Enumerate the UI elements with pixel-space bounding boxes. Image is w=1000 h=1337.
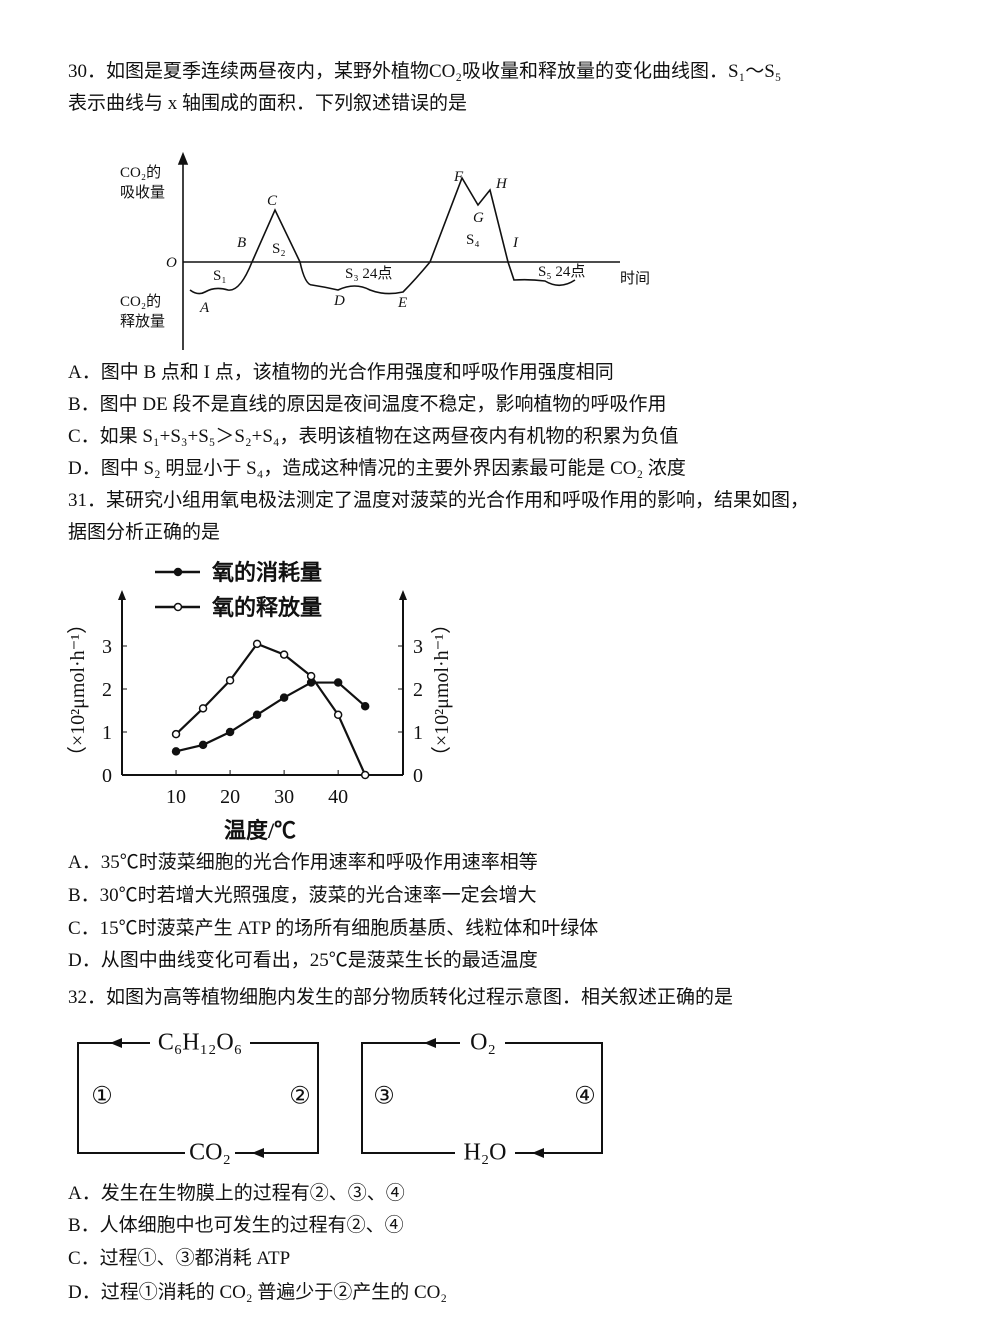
cycle-box: [361, 1042, 603, 1154]
data-point: [171, 729, 181, 739]
option: A．图中 B 点和 I 点，该植物的光合作用强度和呼吸作用强度相同: [68, 362, 614, 383]
option: B．30℃时若增大光照强度，菠菜的光合速率一定会增大: [68, 885, 537, 906]
question-stem: 据图分析正确的是: [68, 522, 221, 543]
option: C．15℃时菠菜产生 ATP 的场所有细胞质基质、线粒体和叶绿体: [68, 918, 599, 939]
area-label: S₄: [466, 232, 480, 248]
arrow: [252, 1148, 264, 1158]
conversion-diagram: C₆H₁₂O₆ CO₂ O₂ H₂O ① ② ③ ④: [77, 1030, 603, 1166]
data-point: [279, 650, 289, 659]
option: D．过程①消耗的 CO₂ 普遍少于②产生的 CO₂: [68, 1282, 448, 1303]
legend-marker: [173, 602, 183, 612]
data-point: [252, 710, 262, 720]
y-axis-label: （×10²μmol·h⁻¹）: [430, 614, 453, 766]
y-axis-label: （×10²μmol·h⁻¹）: [66, 614, 89, 766]
oxygen-chart: 0 0 1 1 2 2 3 3 10 20 30 40 温度/℃ （×10²μmol·h⁻¹） （×10²μ…: [66, 560, 453, 843]
y-tick-label: 2: [413, 679, 423, 701]
point-label: D: [333, 293, 345, 309]
substance: CO₂: [189, 1140, 231, 1166]
data-point: [171, 747, 181, 756]
legend-marker: [173, 567, 183, 577]
point-label: I: [512, 235, 519, 251]
arrow: [424, 1038, 436, 1048]
option: D．从图中曲线变化可看出，25℃是菠菜生长的最适温度: [68, 950, 538, 971]
point-label: H: [495, 176, 508, 192]
legend-label: 氧的释放量: [211, 595, 322, 620]
substance: C₆H₁₂O₆: [158, 1030, 242, 1056]
data-point: [198, 740, 208, 750]
point-label: G: [473, 210, 484, 226]
x-axis-label: 温度/℃: [224, 818, 296, 843]
data-point: [333, 710, 343, 720]
data-point: [252, 639, 262, 649]
data-point: [279, 693, 289, 702]
data-point: [360, 770, 370, 780]
question-stem: 表示曲线与 x 轴围成的面积．下列叙述错误的是: [68, 93, 468, 114]
process-label: ②: [289, 1084, 311, 1110]
x-tick-label: 20: [220, 786, 240, 808]
data-point: [333, 678, 343, 687]
option: B．图中 DE 段不是直线的原因是夜间温度不稳定，影响植物的呼吸作用: [68, 394, 667, 415]
origin-label: O: [166, 255, 177, 271]
data-point: [360, 701, 370, 711]
data-point: [306, 671, 316, 681]
y-tick-label: 3: [102, 636, 112, 658]
option: C．如果 S₁+S₃+S₅＞S₂+S₄，表明该植物在这两昼夜内有机物的积累为负值: [68, 426, 679, 447]
axis-label: CO₂的: [120, 293, 161, 310]
process-label: ④: [574, 1084, 596, 1110]
series-line: [175, 681, 366, 753]
axis-label: 吸收量: [120, 184, 165, 201]
data-point: [198, 704, 208, 713]
series-line: [175, 642, 367, 776]
y-tick-label: 0: [413, 765, 423, 787]
point-label: A: [199, 300, 210, 316]
option: B．人体细胞中也可发生的过程有②、④: [68, 1215, 404, 1236]
legend-label: 氧的消耗量: [211, 560, 322, 585]
point-label: F: [453, 169, 464, 185]
option: A．35℃时菠菜细胞的光合作用速率和呼吸作用速率相等: [68, 852, 538, 873]
cycle-box: [77, 1042, 319, 1154]
y-tick-label: 1: [413, 722, 423, 744]
point-label: B: [237, 235, 246, 251]
area-label: S₅ 24点: [538, 263, 585, 280]
question-stem: 30．如图是夏季连续两昼夜内，某野外植物CO₂吸收量和释放量的变化曲线图．S₁～…: [68, 61, 782, 82]
area-label: S₃ 24点: [345, 265, 392, 282]
area-label: S₁: [213, 268, 227, 284]
question-stem: 32．如图为高等植物细胞内发生的部分物质转化过程示意图．相关叙述正确的是: [68, 987, 734, 1008]
substance: H₂O: [463, 1140, 506, 1166]
data-point: [225, 676, 235, 685]
y-tick-label: 0: [102, 765, 112, 787]
y-tick-label: 1: [102, 722, 112, 744]
arrow: [399, 590, 407, 600]
y-tick-label: 3: [413, 636, 423, 658]
y-tick-label: 2: [102, 679, 112, 701]
co2-curve-figure: CO₂的 吸收量 CO₂的 释放量 O 时间 A B C D E F G H I…: [120, 151, 650, 350]
arrow: [177, 151, 189, 165]
axis-label: 时间: [620, 270, 650, 287]
arrow: [118, 590, 126, 600]
process-label: ③: [373, 1084, 395, 1110]
option: A．发生在生物膜上的过程有②、③、④: [68, 1183, 405, 1204]
x-tick-label: 40: [328, 786, 348, 808]
option: D．图中 S₂ 明显小于 S₄，造成这种情况的主要外界因素最可能是 CO₂ 浓度: [68, 458, 686, 479]
process-label: ①: [91, 1084, 113, 1110]
point-label: E: [397, 295, 407, 311]
question-stem: 31．某研究小组用氧电极法测定了温度对菠菜的光合作用和呼吸作用的影响，结果如图，: [68, 490, 810, 511]
arrow: [110, 1038, 122, 1048]
arrow: [532, 1148, 544, 1158]
point-label: C: [267, 193, 278, 209]
axis-label: CO₂的: [120, 164, 161, 181]
substance: O₂: [470, 1030, 496, 1056]
option: C．过程①、③都消耗 ATP: [68, 1248, 291, 1269]
data-point: [225, 727, 235, 737]
curve: [189, 176, 576, 295]
x-tick-label: 30: [274, 786, 294, 808]
area-label: S₂: [272, 241, 286, 257]
axis-label: 释放量: [120, 313, 165, 330]
x-tick-label: 10: [166, 786, 186, 808]
